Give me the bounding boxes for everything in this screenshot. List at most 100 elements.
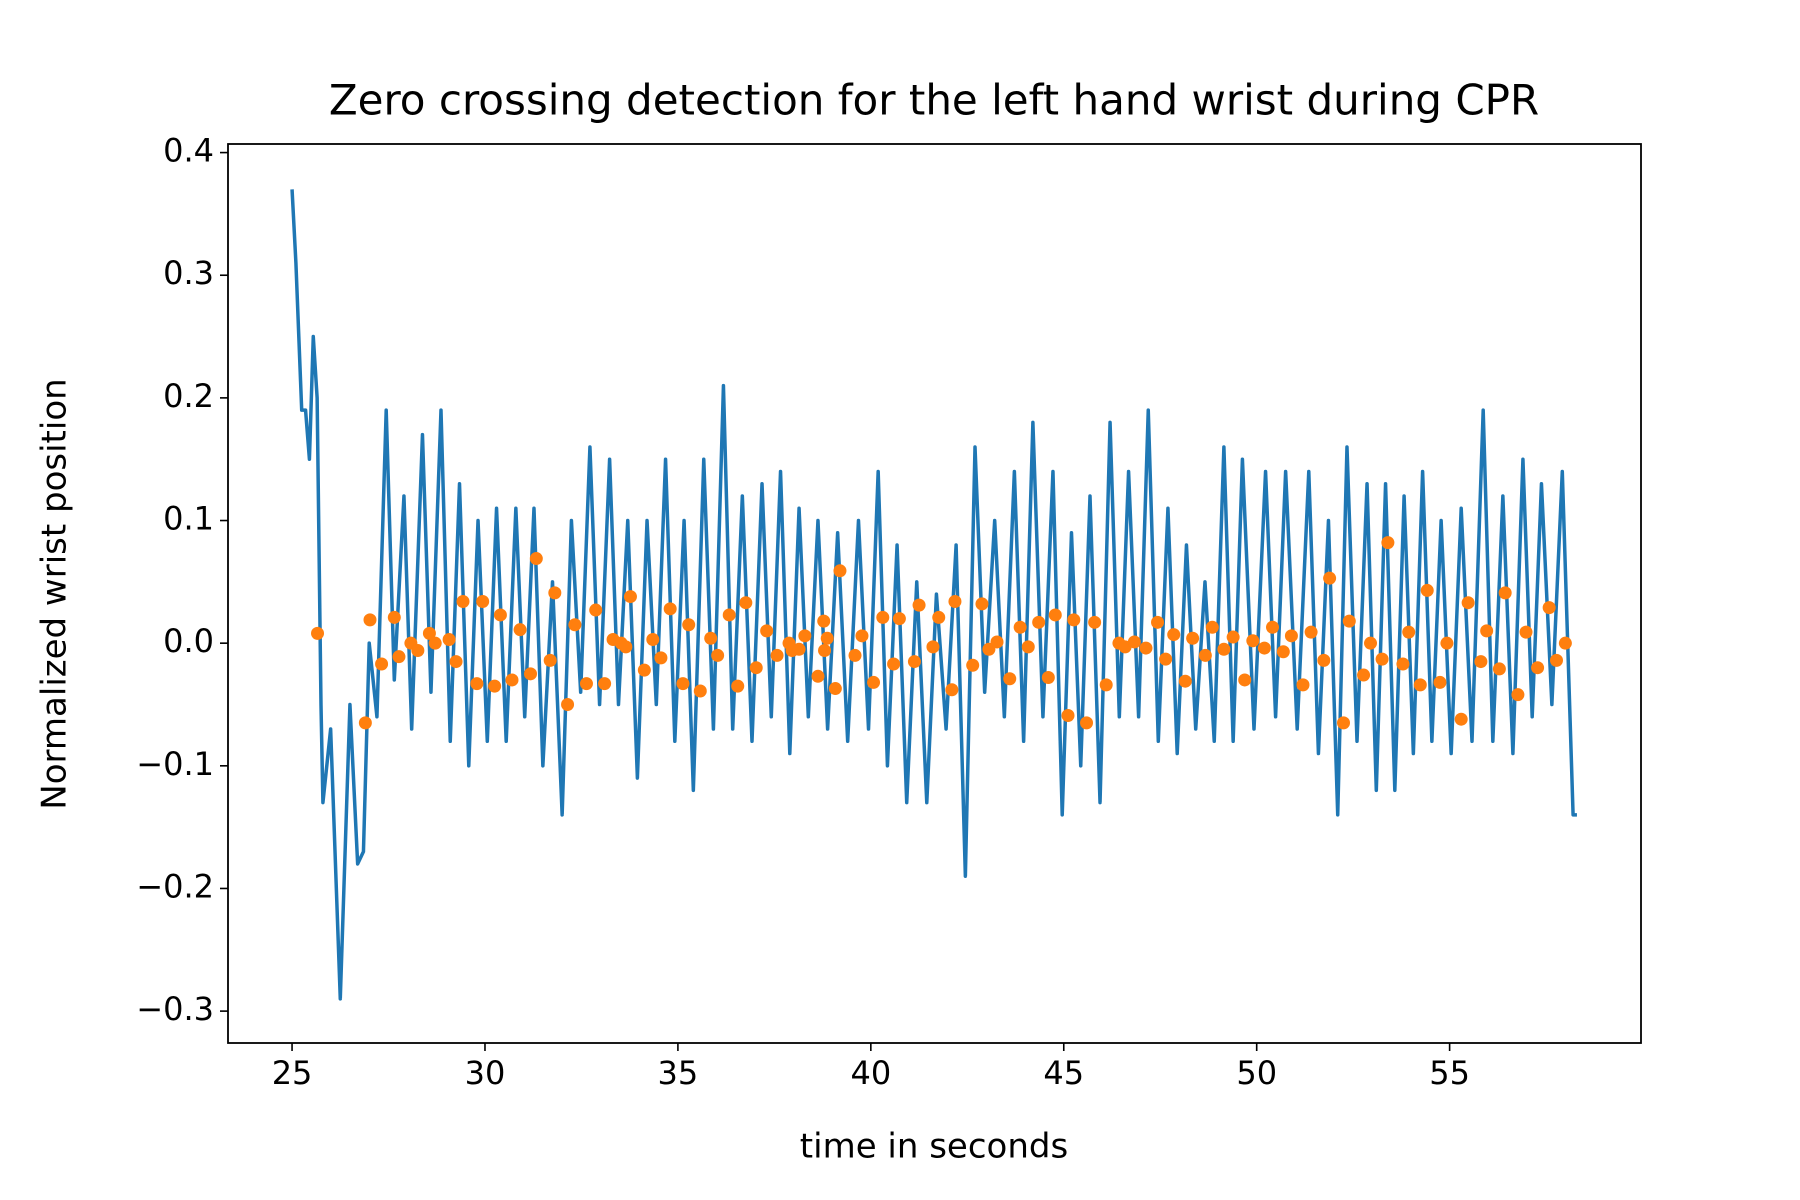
- data-point: [363, 613, 377, 627]
- data-point: [833, 564, 847, 578]
- data-point: [543, 653, 557, 667]
- data-point: [488, 679, 502, 693]
- data-point: [912, 598, 926, 612]
- data-point: [1454, 712, 1468, 726]
- data-point: [828, 682, 842, 696]
- data-point: [1402, 625, 1416, 639]
- data-point: [876, 610, 890, 624]
- data-point: [1021, 640, 1035, 654]
- data-point: [1337, 716, 1351, 730]
- y-axis-label: Normalized wrist position: [35, 378, 75, 809]
- data-point: [1480, 624, 1494, 638]
- data-point: [1276, 645, 1290, 659]
- data-point: [722, 608, 736, 622]
- data-point: [966, 658, 980, 672]
- data-point: [975, 597, 989, 611]
- data-point: [731, 679, 745, 693]
- data-point: [1342, 614, 1356, 628]
- data-point: [1364, 636, 1378, 650]
- data-point: [1542, 601, 1556, 615]
- data-point: [817, 614, 831, 628]
- data-point: [760, 624, 774, 638]
- data-point: [676, 677, 690, 691]
- data-point: [637, 663, 651, 677]
- data-point: [654, 651, 668, 665]
- data-point: [561, 697, 575, 711]
- x-tick-label: 35: [658, 1054, 699, 1092]
- data-point: [682, 618, 696, 632]
- chart-title: Zero crossing detection for the left han…: [329, 76, 1539, 125]
- data-point: [693, 684, 707, 698]
- data-point: [387, 610, 401, 624]
- data-point: [663, 602, 677, 616]
- data-point: [1205, 620, 1219, 634]
- data-point: [1067, 613, 1081, 627]
- data-point: [1151, 615, 1165, 629]
- data-point: [623, 590, 637, 604]
- data-point: [524, 667, 538, 681]
- data-point: [428, 636, 442, 650]
- data-point: [1167, 628, 1181, 642]
- data-point: [442, 632, 456, 646]
- data-point: [892, 612, 906, 626]
- data-point: [311, 626, 325, 640]
- data-point: [1474, 655, 1488, 669]
- data-point: [529, 552, 543, 566]
- data-point: [470, 677, 484, 691]
- data-point: [820, 631, 834, 645]
- axes-frame: [227, 143, 1642, 1044]
- data-point: [1492, 662, 1506, 676]
- data-point: [818, 644, 832, 658]
- data-point: [739, 596, 753, 610]
- data-point: [1433, 675, 1447, 689]
- y-tick-label: 0.2: [163, 377, 214, 415]
- data-point: [1461, 596, 1475, 610]
- data-point: [375, 657, 389, 671]
- data-point: [513, 623, 527, 637]
- data-point: [1003, 672, 1017, 686]
- data-point: [619, 640, 633, 654]
- data-point: [1013, 620, 1027, 634]
- data-point: [926, 640, 940, 654]
- x-tick-label: 25: [272, 1054, 313, 1092]
- data-point: [1139, 641, 1153, 655]
- data-point: [1159, 652, 1173, 666]
- y-tick-label: 0.1: [163, 500, 214, 538]
- data-point: [1099, 678, 1113, 692]
- data-point: [867, 675, 881, 689]
- data-point: [932, 610, 946, 624]
- data-point: [646, 632, 660, 646]
- data-point: [493, 608, 507, 622]
- data-point: [358, 716, 372, 730]
- data-point: [1217, 642, 1231, 656]
- data-point: [855, 629, 869, 643]
- data-point: [449, 655, 463, 669]
- data-point: [1323, 571, 1337, 585]
- data-point: [1420, 583, 1434, 597]
- y-tick-label: −0.1: [136, 745, 214, 783]
- x-tick-label: 40: [850, 1054, 891, 1092]
- data-point: [1198, 648, 1212, 662]
- x-tick-label: 50: [1236, 1054, 1277, 1092]
- x-tick-label: 30: [465, 1054, 506, 1092]
- data-point: [948, 594, 962, 608]
- x-tick-label: 45: [1043, 1054, 1084, 1092]
- data-point: [589, 603, 603, 617]
- data-point: [456, 594, 470, 608]
- data-point: [1266, 620, 1280, 634]
- data-point: [1061, 709, 1075, 723]
- data-point: [1296, 678, 1310, 692]
- data-point: [1041, 671, 1055, 685]
- data-point: [505, 673, 519, 687]
- data-point: [1238, 673, 1252, 687]
- data-point: [848, 648, 862, 662]
- data-point: [1375, 652, 1389, 666]
- data-point: [1519, 625, 1533, 639]
- data-point: [1317, 653, 1331, 667]
- data-point: [1396, 657, 1410, 671]
- data-point: [907, 655, 921, 669]
- data-point: [598, 677, 612, 691]
- data-point: [568, 618, 582, 632]
- data-point: [1531, 661, 1545, 675]
